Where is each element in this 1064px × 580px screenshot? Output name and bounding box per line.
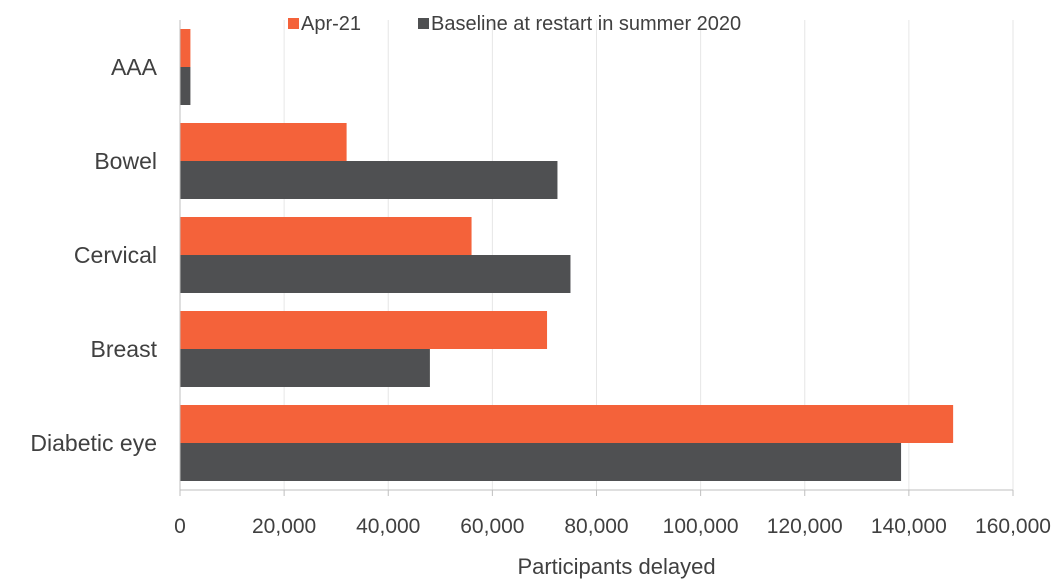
bar	[180, 67, 191, 105]
bar	[180, 311, 548, 349]
category-labels: AAA Bowel Cervical Breast Diabetic eye	[30, 54, 157, 456]
x-tick-label: 120,000	[767, 515, 843, 538]
x-tick-label: 160,000	[975, 515, 1051, 538]
bar	[180, 29, 191, 67]
x-tick-label: 140,000	[871, 515, 947, 538]
bar	[180, 255, 571, 293]
x-tick-label: 40,000	[356, 515, 420, 538]
bar	[180, 161, 558, 199]
category-label: Bowel	[94, 148, 157, 174]
x-tick-label: 20,000	[252, 515, 316, 538]
bar	[180, 217, 472, 255]
category-label: Cervical	[74, 242, 157, 268]
legend-label: Baseline at restart in summer 2020	[431, 13, 741, 35]
bar	[180, 123, 347, 161]
x-axis-title: Participants delayed	[517, 554, 715, 579]
axes	[179, 20, 1014, 496]
x-tick-labels: 0 20,000 40,000 60,000 80,000 100,000 120,000 1…	[174, 515, 1051, 538]
x-tick-label: 100,000	[663, 515, 739, 538]
x-tick-label: 0	[174, 515, 186, 538]
category-label: Breast	[91, 336, 158, 362]
category-label: AAA	[111, 54, 158, 80]
bar	[180, 443, 902, 481]
x-tick-label: 60,000	[460, 515, 524, 538]
bar	[180, 405, 954, 443]
legend-swatch	[418, 18, 429, 29]
bar	[180, 349, 430, 387]
legend-label: Apr-21	[301, 13, 361, 35]
bars	[180, 29, 954, 481]
category-label: Diabetic eye	[30, 430, 157, 456]
legend-swatch	[288, 18, 299, 29]
x-tick-label: 80,000	[564, 515, 628, 538]
legend: Apr-21 Baseline at restart in summer 2020	[288, 13, 741, 35]
